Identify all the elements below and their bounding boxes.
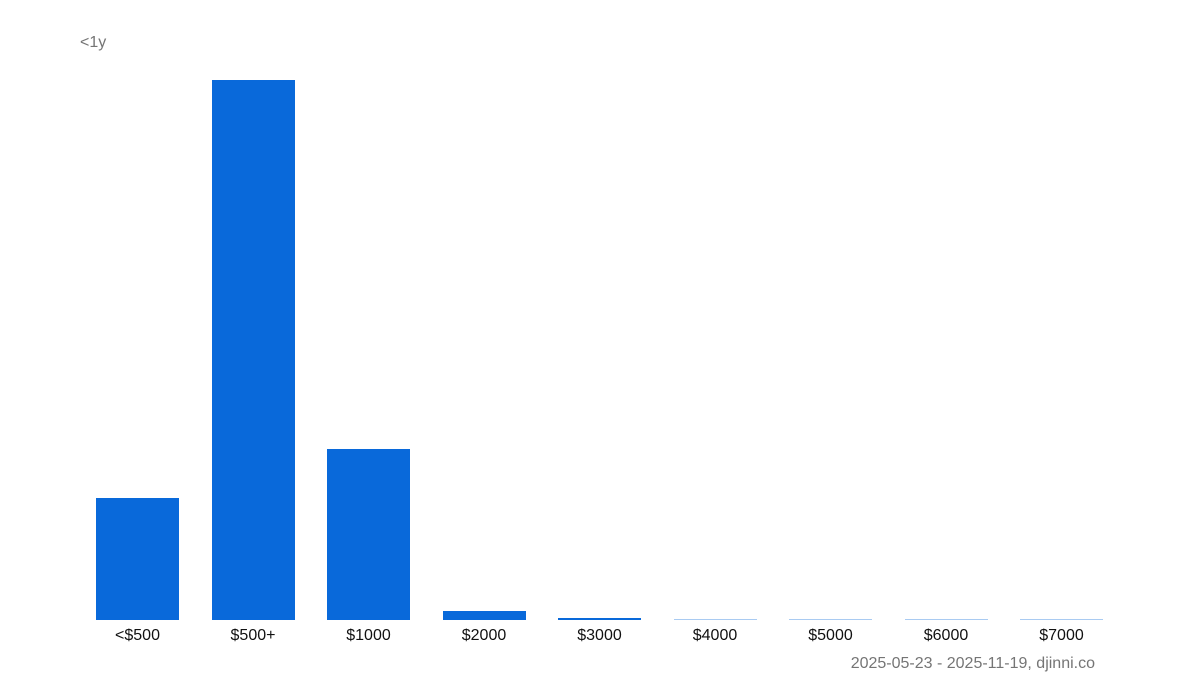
chart-title: <1y bbox=[80, 34, 107, 51]
bar[interactable] bbox=[211, 80, 295, 620]
x-tick-label: <$500 bbox=[115, 627, 160, 644]
x-tick-label: $500+ bbox=[230, 627, 276, 644]
date-range-source: 2025-05-23 - 2025-11-19, djinni.co bbox=[850, 655, 1095, 672]
bar[interactable] bbox=[789, 618, 872, 620]
bar[interactable] bbox=[904, 618, 988, 620]
bar[interactable] bbox=[442, 611, 526, 620]
x-tick-label: $6000 bbox=[923, 627, 969, 644]
x-tick-label: $3000 bbox=[577, 627, 622, 644]
bar[interactable] bbox=[327, 449, 410, 620]
x-tick-label: $5000 bbox=[808, 627, 853, 644]
bar[interactable] bbox=[96, 497, 179, 620]
x-tick-label: $2000 bbox=[461, 627, 507, 644]
bar[interactable] bbox=[1020, 619, 1103, 620]
x-tick-label: $4000 bbox=[692, 627, 738, 644]
bar[interactable] bbox=[673, 618, 757, 620]
x-tick-label: $7000 bbox=[1039, 627, 1084, 644]
bar[interactable] bbox=[558, 617, 641, 620]
x-tick-label: $1000 bbox=[346, 627, 391, 644]
